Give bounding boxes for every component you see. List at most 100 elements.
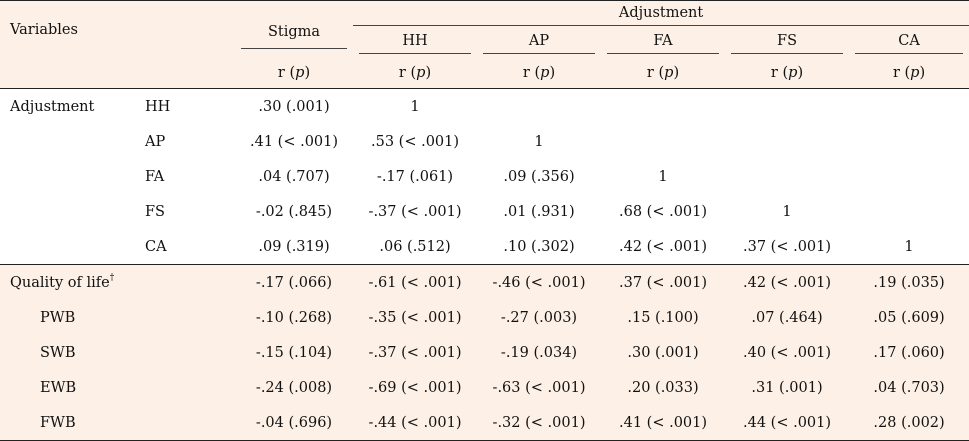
row-label: CA [145,238,167,255]
table-cell: -.15 (.104) [235,335,354,370]
table-cell: .05 (.609) [849,300,969,335]
table-cell: -.27 (.003) [477,300,602,335]
group-label-quality-of-life: Quality of life† [0,264,236,300]
table-cell: .37 (< .001) [601,264,726,300]
table-row: PWB -.10 (.268) -.35 (< .001) -.27 (.003… [0,300,969,335]
r-p-header: r (p) [725,58,850,89]
table-cell: -.10 (.268) [235,300,354,335]
table-cell: .01 (.931) [503,203,575,220]
table-cell: -.37 (< .001) [368,203,462,220]
table-cell: 1 [904,238,914,255]
table-cell [725,124,849,159]
dagger-footnote-mark: † [109,272,115,283]
table-cell: 1 [782,203,792,220]
table-cell: 1 [658,168,668,185]
table-cell: .68 (< .001) [619,203,708,220]
table-cell: .40 (< .001) [725,335,850,370]
table-cell [477,89,601,125]
row-label: PWB [0,300,236,335]
table-cell: .42 (< .001) [619,238,708,255]
subcol-header: CA [849,29,969,58]
r-p-header: r (p) [601,58,726,89]
table-cell [601,124,725,159]
table-cell [0,159,135,194]
table-cell: .15 (.100) [601,300,726,335]
table-cell: -.17 (.066) [235,264,354,300]
table-row: Adjustment HH .30 (.001) 1 [0,89,969,125]
table-cell: -.32 (< .001) [477,405,602,441]
table-cell [849,124,969,159]
table-cell: -.69 (< .001) [353,370,478,405]
table-cell [601,89,725,125]
table-cell: -.17 (.061) [376,168,454,185]
table-cell: .41 (< .001) [601,405,726,441]
table-cell [849,89,969,125]
table-cell [0,194,135,229]
table-body: Adjustment HH .30 (.001) 1 AP .41 (< .00… [0,89,969,441]
table-cell: .30 (.001) [601,335,726,370]
table-row: FWB -.04 (.696) -.44 (< .001) -.32 (< .0… [0,405,969,441]
table-cell: -.37 (< .001) [353,335,478,370]
table-cell: .30 (.001) [258,98,330,115]
table-cell [0,229,135,265]
table-cell [725,89,849,125]
subcol-header: FS [725,29,850,58]
table-cell [849,194,969,229]
adjustment-header: Adjustment [353,0,969,29]
header-blank [0,58,236,89]
table-row: SWB -.15 (.104) -.37 (< .001) -.19 (.034… [0,335,969,370]
stigma-header: Stigma [235,0,354,58]
table-cell: .06 (.512) [379,238,451,255]
table-cell [725,159,849,194]
variables-header: Variables [0,0,236,58]
table-cell: .04 (.707) [258,168,330,185]
group-label-adjustment: Adjustment [10,98,95,115]
table-row: EWB -.24 (.008) -.69 (< .001) -.63 (< .0… [0,370,969,405]
table-cell: .09 (.356) [503,168,575,185]
table-cell: .17 (.060) [849,335,969,370]
table-cell: .37 (< .001) [743,238,832,255]
table-row: FS -.02 (.845) -.37 (< .001) .01 (.931) … [0,194,969,229]
table-row: Quality of life† -.17 (.066) -.61 (< .00… [0,264,969,300]
table-cell: -.02 (.845) [255,203,333,220]
r-p-header: r (p) [235,58,354,89]
row-label: EWB [0,370,236,405]
table-cell: .07 (.464) [725,300,850,335]
table-cell: .19 (.035) [849,264,969,300]
table-cell: -.61 (< .001) [353,264,478,300]
subcol-header: AP [477,29,602,58]
table-cell: -.35 (< .001) [353,300,478,335]
table-cell: -.04 (.696) [235,405,354,441]
row-label: AP [145,133,166,150]
row-label: FS [145,203,165,220]
table-cell: .20 (.033) [601,370,726,405]
r-p-header: r (p) [353,58,478,89]
table-cell: .42 (< .001) [725,264,850,300]
row-label: FWB [0,405,236,441]
table-row: AP .41 (< .001) .53 (< .001) 1 [0,124,969,159]
table-cell: 1 [410,98,420,115]
row-label: FA [145,168,165,185]
r-p-header: r (p) [477,58,602,89]
table-cell: .10 (.302) [503,238,575,255]
table-cell: -.19 (.034) [477,335,602,370]
table-cell: -.46 (< .001) [477,264,602,300]
table-cell: -.44 (< .001) [353,405,478,441]
row-label: SWB [0,335,236,370]
table-row: CA .09 (.319) .06 (.512) .10 (.302) .42 … [0,229,969,265]
table-cell: .41 (< .001) [250,133,339,150]
table-header: Variables Stigma Adjustment HH AP FA FS … [0,0,969,89]
table-cell [849,159,969,194]
table-cell: 1 [534,133,544,150]
row-label: HH [145,98,171,115]
table-row: FA .04 (.707) -.17 (.061) .09 (.356) 1 [0,159,969,194]
table-cell: .09 (.319) [258,238,330,255]
table-cell: .31 (.001) [725,370,850,405]
table-cell: -.63 (< .001) [477,370,602,405]
table-cell [0,124,135,159]
r-p-header: r (p) [849,58,969,89]
table-cell: .44 (< .001) [725,405,850,441]
subcol-header: HH [353,29,478,58]
